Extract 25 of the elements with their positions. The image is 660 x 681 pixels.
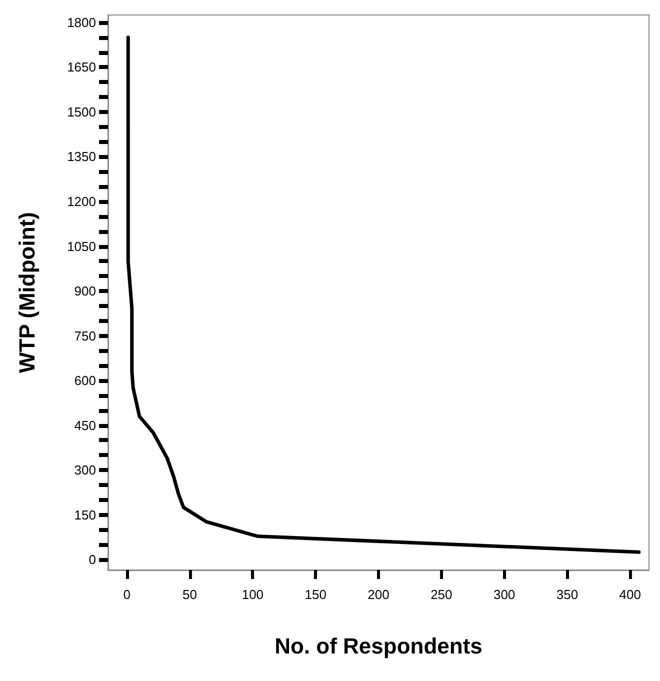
x-tick-label: 0	[123, 587, 130, 602]
x-tick-label: 350	[556, 587, 578, 602]
y-tick-label: 600	[74, 373, 96, 388]
x-tick-label: 100	[242, 587, 264, 602]
y-tick-label: 1500	[67, 104, 96, 120]
y-tick-label: 1800	[67, 14, 96, 30]
y-tick-label: 1050	[67, 238, 96, 254]
y-tick-label: 450	[74, 418, 96, 433]
y-axis-title: WTP (Midpoint)	[14, 212, 40, 373]
line-series	[126, 36, 641, 554]
x-tick-label: 200	[368, 587, 390, 602]
x-tick-label: 400	[619, 587, 641, 602]
y-tick-label: 900	[74, 284, 96, 299]
y-tick-label: 300	[74, 462, 96, 478]
y-tick-label: 1200	[67, 194, 96, 209]
y-tick-label: 1350	[67, 149, 96, 164]
y-tick-label: 150	[74, 507, 96, 522]
y-tick-label: 1650	[67, 60, 96, 75]
y-tick-label: 750	[74, 328, 96, 344]
x-tick-label: 250	[430, 587, 452, 602]
x-tick-label: 300	[493, 587, 516, 602]
x-tick-label: 150	[304, 587, 326, 602]
x-axis-title: No. of Respondents	[274, 634, 482, 658]
y-tick-label: 0	[88, 552, 96, 568]
x-tick-label: 50	[182, 587, 198, 602]
